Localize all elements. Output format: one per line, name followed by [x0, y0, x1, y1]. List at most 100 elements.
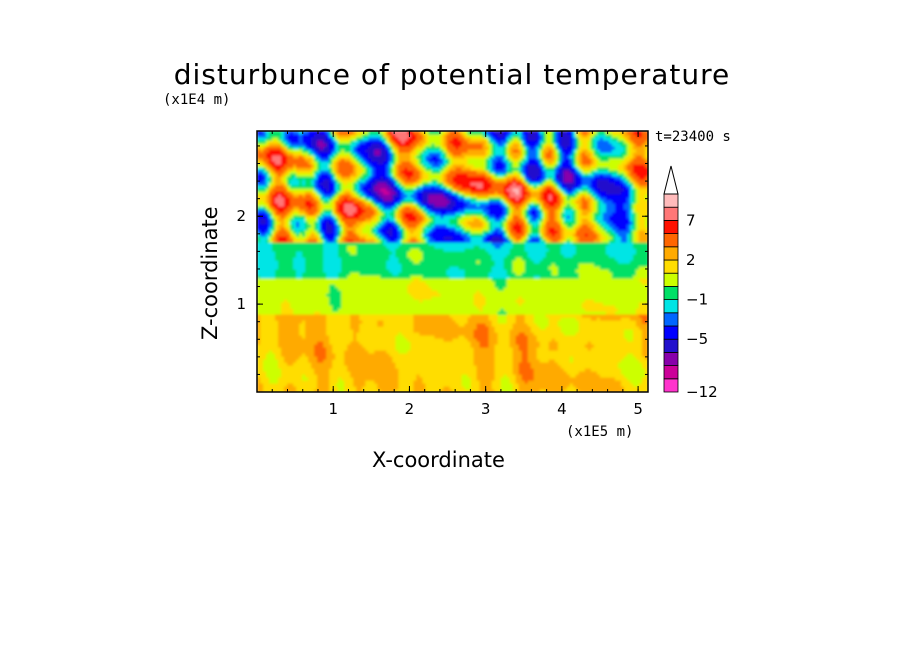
heatmap-cell: [356, 305, 360, 309]
heatmap-cell: [308, 314, 312, 318]
heatmap-cell: [542, 281, 547, 285]
heatmap-cell: [332, 296, 336, 300]
heatmap-cell: [488, 332, 493, 336]
heatmap-cell: [410, 374, 414, 378]
heatmap-cell: [431, 329, 436, 333]
heatmap-cell: [380, 323, 384, 327]
heatmap-cell: [479, 290, 484, 294]
heatmap-cell: [488, 311, 493, 315]
heatmap-cell: [539, 389, 544, 392]
heatmap-cell: [557, 287, 562, 291]
heatmap-cell: [362, 380, 366, 384]
heatmap-cell: [269, 386, 273, 390]
heatmap-cell: [536, 389, 541, 392]
heatmap-cell: [347, 356, 351, 360]
heatmap-cell: [506, 389, 511, 392]
heatmap-cell: [578, 365, 583, 369]
heatmap-cell: [440, 320, 445, 324]
heatmap-cell: [359, 341, 363, 345]
heatmap-cell: [401, 293, 405, 297]
heatmap-cell: [644, 371, 648, 375]
heatmap-cell: [506, 320, 511, 324]
heatmap-cell: [593, 287, 598, 291]
heatmap-cell: [317, 323, 321, 327]
heatmap-cell: [437, 362, 442, 366]
heatmap-cell: [314, 320, 318, 324]
heatmap-cell: [407, 374, 411, 378]
heatmap-cell: [584, 383, 589, 387]
heatmap-cell: [344, 329, 348, 333]
heatmap-cell: [590, 362, 595, 366]
heatmap-cell: [623, 293, 628, 297]
heatmap-cell: [383, 383, 387, 387]
heatmap-cell: [353, 287, 357, 291]
heatmap-cell: [563, 347, 568, 351]
heatmap-cell: [404, 320, 408, 324]
heatmap-cell: [263, 341, 267, 345]
heatmap-cell: [521, 368, 526, 372]
heatmap-cell: [473, 290, 478, 294]
heatmap-cell: [554, 329, 559, 333]
heatmap-cell: [338, 299, 342, 303]
heatmap-cell: [566, 359, 571, 363]
heatmap-cell: [269, 341, 273, 345]
heatmap-cell: [590, 311, 595, 315]
heatmap-cell: [560, 386, 565, 390]
heatmap-cell: [446, 287, 451, 291]
heatmap-cell: [560, 368, 565, 372]
heatmap-cell: [527, 356, 532, 360]
heatmap-cell: [554, 362, 559, 366]
heatmap-cell: [599, 338, 604, 342]
heatmap-cell: [329, 281, 333, 285]
heatmap-cell: [455, 344, 460, 348]
heatmap-cell: [605, 308, 610, 312]
heatmap-cell: [269, 284, 273, 288]
heatmap-cell: [545, 311, 550, 315]
heatmap-cell: [293, 365, 297, 369]
heatmap-cell: [593, 368, 598, 372]
heatmap-cell: [287, 287, 291, 291]
heatmap-cell: [596, 371, 601, 375]
heatmap-cell: [395, 296, 399, 300]
heatmap-cell: [407, 362, 411, 366]
heatmap-cell: [614, 329, 619, 333]
heatmap-cell: [302, 326, 306, 330]
heatmap-cell: [272, 317, 276, 321]
heatmap-cell: [257, 377, 261, 381]
heatmap-cell: [608, 293, 613, 297]
heatmap-cell: [356, 353, 360, 357]
heatmap-cell: [428, 320, 433, 324]
heatmap-cell: [548, 314, 553, 318]
heatmap-cell: [299, 296, 303, 300]
heatmap-cell: [491, 290, 496, 294]
heatmap-cell: [428, 374, 433, 378]
heatmap-cell: [281, 302, 285, 306]
heatmap-cell: [449, 308, 454, 312]
heatmap-cell: [470, 329, 475, 333]
heatmap-cell: [476, 323, 481, 327]
heatmap-cell: [620, 356, 625, 360]
heatmap-cell: [605, 287, 610, 291]
heatmap-cell: [473, 359, 478, 363]
heatmap-cell: [392, 341, 396, 345]
heatmap-cell: [485, 305, 490, 309]
heatmap-cell: [434, 368, 439, 372]
heatmap-cell: [263, 389, 267, 392]
heatmap-cell: [368, 293, 372, 297]
heatmap-cell: [611, 344, 616, 348]
heatmap-cell: [539, 377, 544, 381]
heatmap-cell: [449, 293, 454, 297]
heatmap-cell: [344, 356, 348, 360]
heatmap-cell: [302, 275, 306, 279]
heatmap-cell: [467, 377, 472, 381]
heatmap-cell: [350, 377, 354, 381]
heatmap-cell: [290, 275, 294, 279]
heatmap-cell: [479, 356, 484, 360]
heatmap-cell: [497, 326, 502, 330]
heatmap-cell: [293, 383, 297, 387]
heatmap-cell: [536, 323, 541, 327]
heatmap-cell: [491, 293, 496, 297]
heatmap-cell: [617, 332, 622, 336]
heatmap-cell: [368, 389, 372, 392]
heatmap-cell: [383, 347, 387, 351]
